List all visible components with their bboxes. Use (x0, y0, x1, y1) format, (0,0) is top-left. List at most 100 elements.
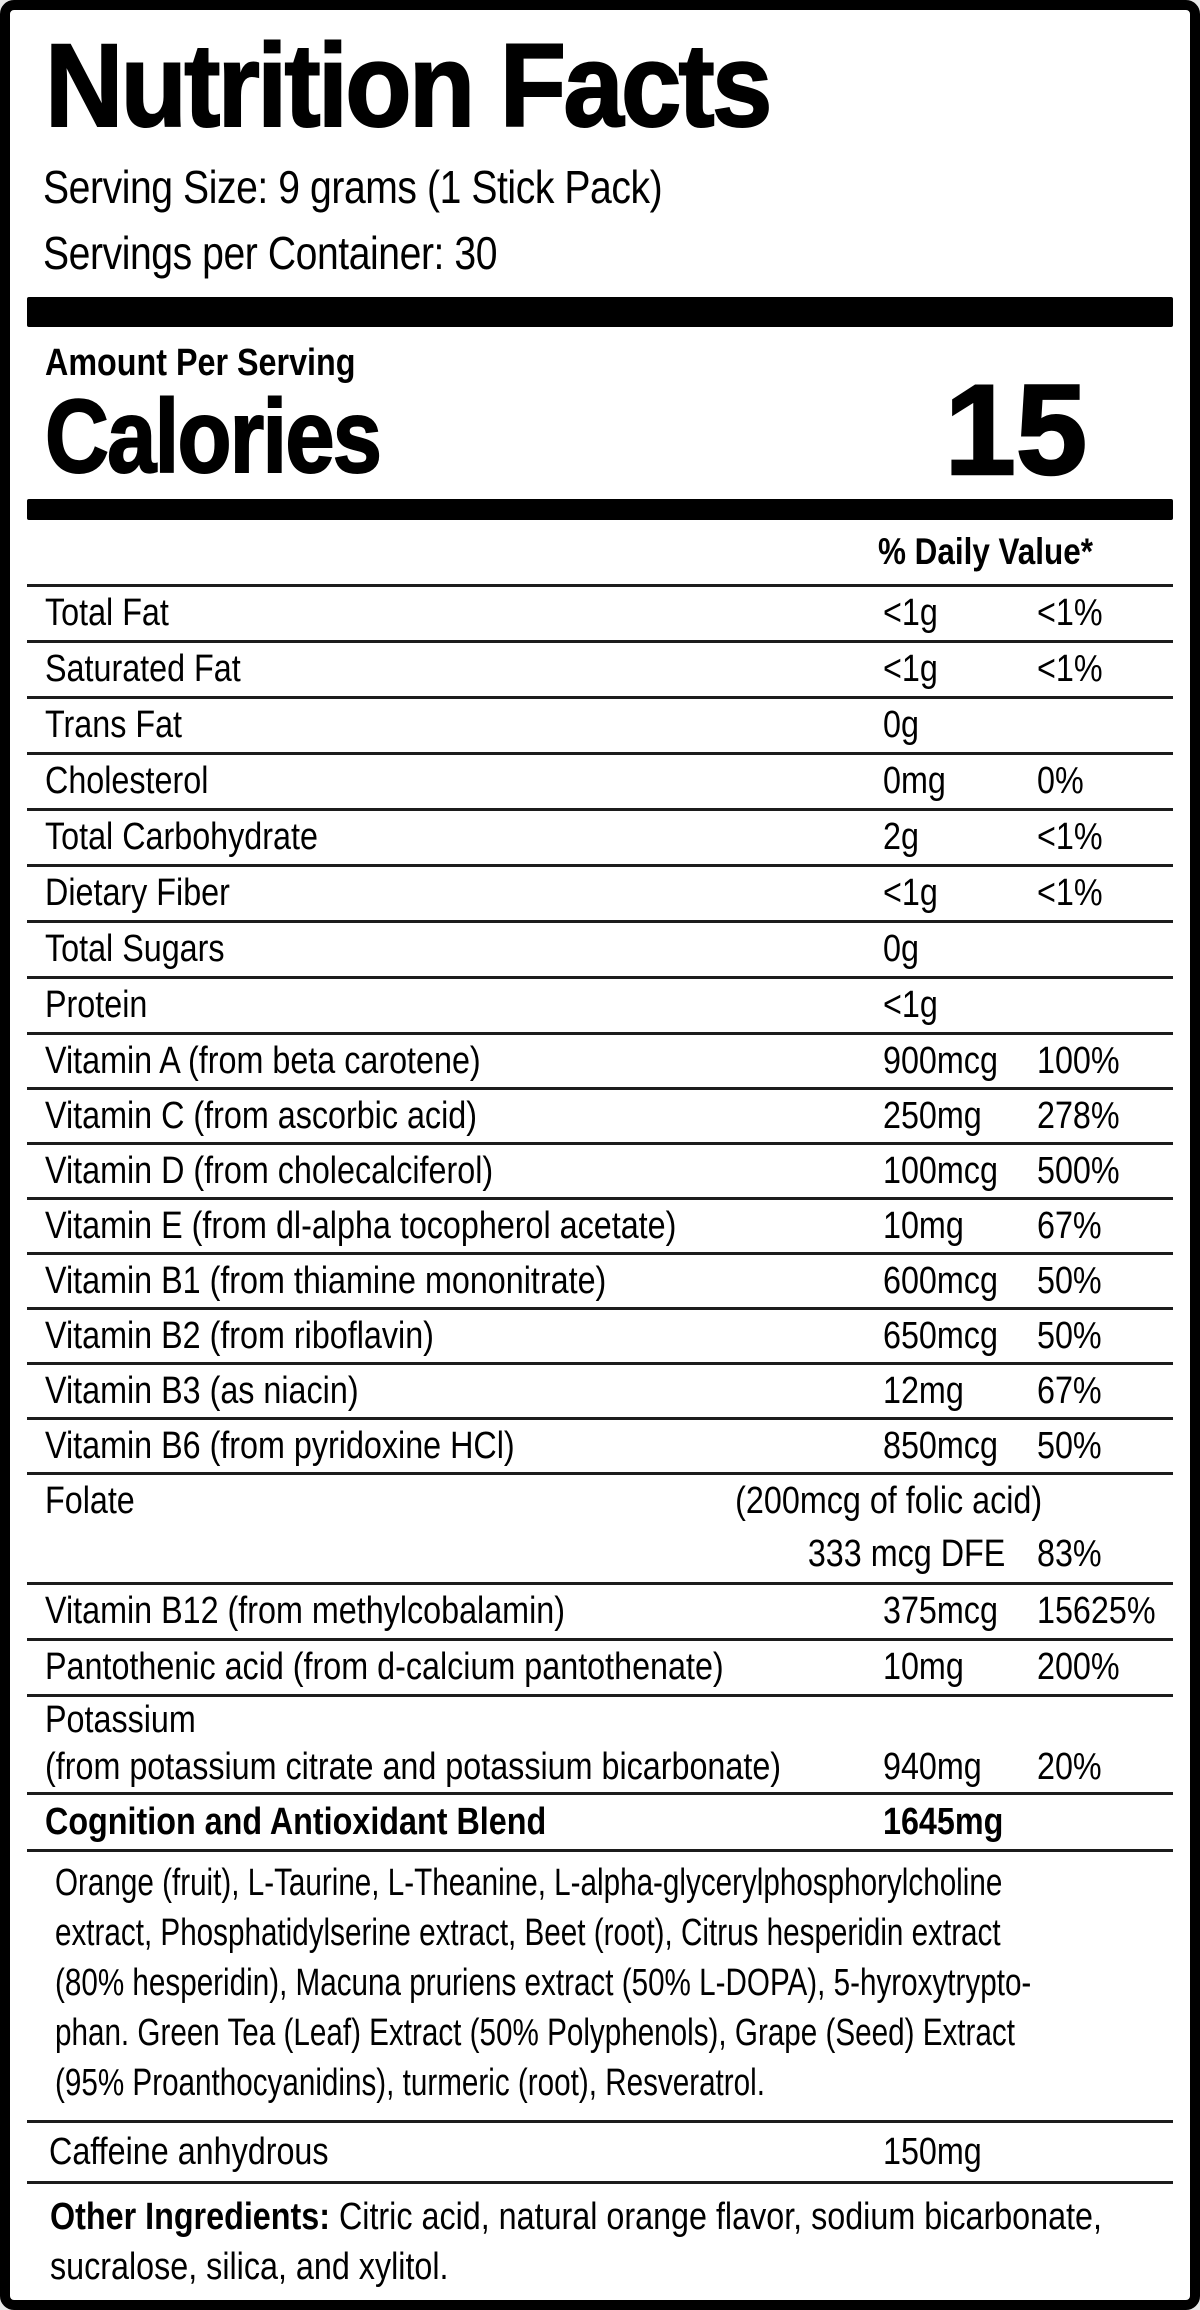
folate-name-cell: Folate (27, 1480, 151, 1522)
serving-size-text: Serving Size: 9 grams (1 Stick Pack) (43, 161, 663, 213)
nutrient-amount-cell: 12mg (883, 1365, 978, 1417)
nutrient-row: Vitamin D (from cholecalciferol) 100mcg … (27, 1145, 1173, 1200)
nutrient-amount: 10mg (883, 1646, 964, 1688)
caffeine-name-cell: Caffeine anhydrous (27, 2131, 378, 2173)
other-ingredients-line-2: sucralose, silica, and xylitol. (50, 2242, 1173, 2292)
nutrient-rows-main: Total Fat <1g <1% Saturated Fat <1g <1% … (27, 587, 1173, 1475)
potassium-line-2: (from potassium citrate and potassium bi… (27, 1744, 1173, 1791)
nutrient-amount: 650mcg (883, 1315, 998, 1357)
servings-per-container-text: Servings per Container: 30 (43, 227, 498, 279)
potassium-name-cell: Potassium (27, 1699, 222, 1741)
calories-value: 15 (943, 359, 1088, 502)
nutrient-dv-cell: 500% (1037, 1145, 1134, 1197)
nutrient-name: Vitamin E (from dl-alpha tocopherol acet… (45, 1205, 677, 1247)
blend-ingredients-line: Orange (fruit), L-Taurine, L-Theanine, L… (55, 1862, 1003, 1904)
nutrient-row: Vitamin B12 (from methylcobalamin) 375mc… (27, 1585, 1173, 1641)
nutrient-name-cell: Protein (27, 984, 165, 1026)
blend-ingredients-line: (95% Proanthocyanidins), turmeric (root)… (55, 2062, 765, 2104)
nutrient-amount-cell: 850mcg (883, 1420, 1018, 1472)
nutrient-row: Saturated Fat <1g <1% (27, 643, 1173, 699)
folate-row: Folate (200mcg of folic acid) 333 mcg DF… (27, 1475, 1173, 1585)
nutrient-daily-value: 100% (1037, 1040, 1120, 1082)
nutrient-row: Protein <1g (27, 979, 1173, 1035)
nutrient-dv-cell: <1% (1037, 587, 1114, 640)
nutrient-name: Protein (45, 984, 148, 1026)
nutrient-name-cell: Pantothenic acid (from d-calcium pantoth… (27, 1646, 843, 1688)
other-ingredients-text-1: Citric acid, natural orange flavor, sodi… (329, 2196, 1102, 2238)
nutrient-amount: 0g (883, 928, 919, 970)
potassium-source: (from potassium citrate and potassium bi… (45, 1746, 782, 1788)
nutrient-amount-cell: 650mcg (883, 1310, 1018, 1362)
potassium-dv-cell: 20% (1037, 1744, 1113, 1791)
folate-line-1: Folate (200mcg of folic acid) (27, 1475, 1173, 1528)
potassium-source-cell: (from potassium citrate and potassium bi… (27, 1746, 911, 1788)
nutrient-amount: 900mcg (883, 1040, 998, 1082)
nutrient-name-cell: Vitamin B1 (from thiamine mononitrate) (27, 1260, 705, 1302)
nutrient-dv-cell: 50% (1037, 1310, 1113, 1362)
nutrient-daily-value: <1% (1037, 648, 1103, 690)
nutrient-amount-cell: 10mg (883, 1200, 978, 1252)
nutrient-amount-cell: 250mg (883, 1090, 999, 1142)
other-ingredients: Other Ingredients: Citric acid, natural … (27, 2184, 1173, 2292)
nutrient-daily-value: 50% (1037, 1425, 1102, 1467)
nutrient-daily-value: 50% (1037, 1315, 1102, 1357)
amount-per-serving-heading: Amount Per Serving (45, 341, 1173, 385)
nutrient-amount: 2g (883, 816, 919, 858)
thick-divider (27, 297, 1173, 327)
nutrient-dv-cell: 200% (1037, 1641, 1134, 1694)
nutrient-dv-cell: <1% (1037, 867, 1114, 920)
nutrient-daily-value: 500% (1037, 1150, 1120, 1192)
folate-amount: 333 mcg DFE (807, 1533, 1005, 1575)
caffeine-amount-cell: 150mg (883, 2123, 999, 2181)
nutrient-name: Total Fat (45, 592, 169, 634)
blend-amount-cell: 1645mg (883, 1795, 1025, 1849)
nutrient-name: Vitamin B12 (from methylcobalamin) (45, 1590, 565, 1632)
folate-note-cell: (200mcg of folic acid) (681, 1475, 1042, 1528)
nutrient-amount-cell: <1g (883, 587, 947, 640)
medium-divider (27, 499, 1173, 520)
nutrient-row: Vitamin B6 (from pyridoxine HCl) 850mcg … (27, 1420, 1173, 1475)
nutrient-name: Dietary Fiber (45, 872, 230, 914)
caffeine-name: Caffeine anhydrous (49, 2131, 329, 2173)
nutrient-rows-secondary: Vitamin B12 (from methylcobalamin) 375mc… (27, 1585, 1173, 1697)
nutrient-name-cell: Cholesterol (27, 760, 237, 802)
nutrient-dv-cell: 50% (1037, 1420, 1113, 1472)
nutrient-amount-cell: <1g (883, 643, 947, 696)
nutrient-name-cell: Vitamin E (from dl-alpha tocopherol acet… (27, 1205, 788, 1247)
blend-ingredients-line: (80% hesperidin), Macuna pruriens extrac… (55, 1962, 1032, 2004)
nutrient-daily-value: 67% (1037, 1205, 1102, 1247)
label-title: Nutrition Facts (44, 18, 1173, 154)
nutrient-daily-value: 50% (1037, 1260, 1102, 1302)
nutrient-name: Vitamin B6 (from pyridoxine HCl) (45, 1425, 515, 1467)
folate-name: Folate (45, 1480, 135, 1522)
nutrient-amount: <1g (883, 984, 938, 1026)
nutrient-row: Total Carbohydrate 2g <1% (27, 811, 1173, 867)
blend-ingredients-line: extract, Phosphatidylserine extract, Bee… (55, 1912, 1001, 1954)
blend-ingredients-line: phan. Green Tea (Leaf) Extract (50% Poly… (55, 2012, 1015, 2054)
nutrient-amount: 0g (883, 704, 919, 746)
nutrient-name-cell: Total Fat (27, 592, 191, 634)
nutrient-name: Vitamin B3 (as niacin) (45, 1370, 359, 1412)
servings-per-container-line: Servings per Container: 30 (43, 220, 1173, 286)
potassium-line-1: Potassium (27, 1697, 1173, 1744)
nutrient-name: Total Carbohydrate (45, 816, 318, 858)
label-title-text: Nutrition Facts (44, 19, 773, 153)
nutrient-name: Cholesterol (45, 760, 209, 802)
nutrient-dv-cell: 67% (1037, 1365, 1113, 1417)
nutrient-amount: <1g (883, 592, 938, 634)
nutrient-amount-cell: 900mcg (883, 1035, 1018, 1087)
nutrient-row: Vitamin B1 (from thiamine mononitrate) 6… (27, 1255, 1173, 1310)
nutrient-amount: 600mcg (883, 1260, 998, 1302)
nutrient-row: Total Fat <1g <1% (27, 587, 1173, 643)
nutrient-row: Total Sugars 0g (27, 923, 1173, 979)
nutrient-amount: 12mg (883, 1370, 964, 1412)
nutrient-amount-cell: 100mcg (883, 1145, 1018, 1197)
nutrient-row: Cholesterol 0mg 0% (27, 755, 1173, 811)
blend-amount: 1645mg (883, 1801, 1004, 1843)
nutrient-name: Vitamin A (from beta carotene) (45, 1040, 481, 1082)
blend-ingredients: Orange (fruit), L-Taurine, L-Theanine, L… (27, 1852, 1173, 2123)
nutrient-amount-cell: 0g (883, 923, 925, 976)
nutrient-name-cell: Trans Fat (27, 704, 206, 746)
nutrient-name-cell: Total Carbohydrate (27, 816, 366, 858)
